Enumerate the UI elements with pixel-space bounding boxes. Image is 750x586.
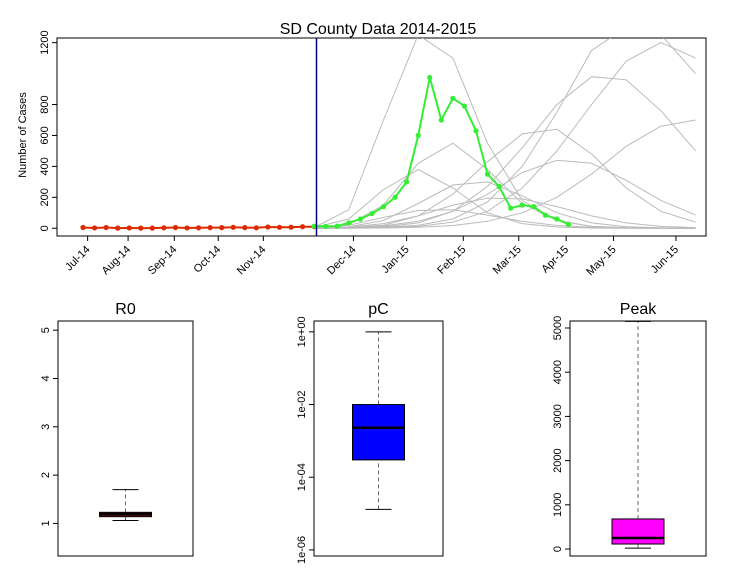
x-tick-label: Jun-15	[649, 244, 681, 276]
x-tick-label: Dec-14	[325, 244, 359, 278]
data-point	[484, 171, 491, 177]
x-tick-label: Nov-14	[235, 244, 269, 278]
box	[352, 404, 405, 461]
data-point	[149, 225, 155, 231]
chart-title: Peak	[620, 301, 657, 318]
y-tick-label: 1	[40, 520, 52, 526]
x-tick-label: Jul-14	[63, 244, 93, 274]
y-tick-label: 400	[39, 157, 51, 175]
data-point	[300, 224, 306, 230]
plot-frame	[313, 320, 444, 557]
data-point	[519, 202, 525, 208]
x-tick-label: Feb-15	[435, 244, 468, 277]
data-point	[461, 103, 468, 109]
y-tick-label: 200	[39, 188, 51, 206]
data-point	[323, 223, 329, 230]
y-tick-label: 5000	[552, 316, 564, 340]
data-point	[554, 216, 560, 222]
y-tick-label: 600	[39, 126, 51, 144]
data-point	[334, 223, 340, 229]
data-point	[450, 95, 456, 101]
data-point	[404, 179, 410, 185]
observed-line	[314, 77, 569, 228]
data-point	[242, 225, 248, 231]
data-point	[392, 194, 398, 200]
data-point	[346, 220, 352, 226]
y-tick-label: 0	[552, 546, 564, 552]
x-tick-label: Aug-14	[100, 244, 134, 278]
y-tick-label: 2	[40, 472, 52, 478]
y-tick-label: 800	[39, 95, 51, 113]
data-point	[508, 205, 514, 211]
x-tick-label: Apr-15	[539, 244, 571, 276]
box	[611, 518, 665, 545]
data-point	[115, 225, 121, 231]
simulation-line	[314, 76, 696, 229]
data-point	[207, 225, 213, 231]
data-point	[288, 224, 294, 230]
x-tick-label: Oct-14	[192, 244, 224, 276]
simulation-line	[314, 128, 696, 229]
y-tick-label: 4000	[552, 360, 564, 384]
y-tick-label: 0	[39, 225, 51, 231]
simulation-line	[314, 38, 696, 229]
simulation-line	[314, 119, 696, 229]
x-tick-label: Jan-15	[379, 244, 411, 276]
data-point	[542, 212, 548, 218]
data-point	[473, 128, 479, 134]
simulation-line	[314, 181, 696, 229]
x-tick-label: Mar-15	[491, 244, 524, 277]
chart-title: R0	[115, 301, 136, 318]
data-point	[265, 224, 271, 230]
data-point	[438, 117, 444, 123]
data-point	[103, 224, 109, 231]
data-point	[161, 225, 167, 231]
y-tick-label: 1e-04	[296, 463, 308, 491]
data-point	[80, 224, 86, 231]
data-point	[172, 224, 179, 231]
plot-frame	[56, 37, 707, 237]
data-point	[91, 225, 98, 231]
data-point	[415, 132, 421, 139]
data-point	[219, 225, 225, 231]
y-tick-label: 5	[40, 327, 52, 333]
simulation-line	[314, 209, 696, 229]
series-group	[80, 38, 696, 231]
data-point	[357, 216, 364, 222]
y-tick-label: 4	[40, 375, 52, 381]
data-point	[311, 223, 317, 229]
data-point	[126, 225, 132, 231]
data-point	[195, 225, 202, 231]
data-point	[138, 225, 144, 231]
data-point	[276, 224, 283, 230]
simulation-line	[314, 159, 696, 229]
data-point	[369, 210, 375, 217]
y-tick-label: 1e+00	[296, 316, 308, 347]
y-tick-label: 1e-02	[296, 390, 308, 418]
data-point	[230, 224, 236, 230]
y-axis-label: Number of Cases	[17, 92, 29, 178]
data-point	[253, 225, 259, 231]
y-tick-label: 1200	[39, 30, 51, 54]
data-point	[380, 204, 387, 210]
y-tick-label: 1000	[552, 493, 564, 517]
y-tick-label: 3	[40, 424, 52, 430]
x-tick-label: May-15	[584, 244, 618, 278]
y-tick-label: 1e-06	[296, 536, 308, 564]
y-tick-label: 3000	[552, 404, 564, 428]
data-point	[531, 204, 537, 210]
plot-frame	[57, 320, 194, 557]
data-point	[184, 225, 190, 231]
y-tick-label: 2000	[552, 448, 564, 472]
chart-title: SD County Data 2014-2015	[280, 21, 477, 38]
data-point	[496, 183, 502, 190]
x-tick-label: Sep-14	[146, 244, 180, 278]
chart-title: pC	[368, 301, 388, 318]
data-point	[565, 221, 572, 227]
data-point	[427, 74, 433, 81]
